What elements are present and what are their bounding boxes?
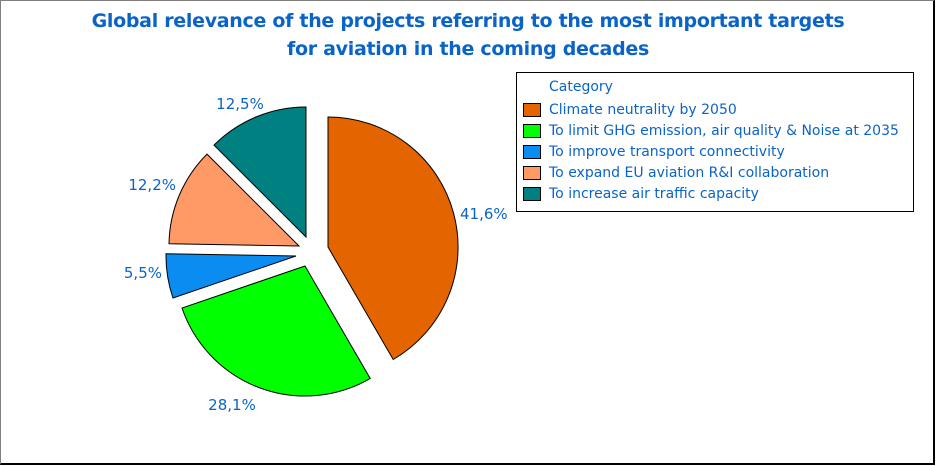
pie-data-label: 5,5%	[124, 264, 162, 282]
legend-swatch	[523, 145, 541, 159]
pie-data-label: 41,6%	[460, 205, 508, 223]
legend-item: To increase air traffic capacity	[523, 185, 759, 203]
legend-label: To increase air traffic capacity	[549, 186, 759, 202]
pie-slice-2	[181, 265, 371, 397]
pie-slice-5	[213, 106, 307, 239]
pie-slice-3	[165, 253, 297, 299]
legend-label: To limit GHG emission, air quality & Noi…	[549, 123, 899, 139]
chart-legend: Category Climate neutrality by 2050 To li…	[516, 72, 914, 212]
legend-swatch	[523, 103, 541, 117]
legend-title: Category	[549, 79, 613, 95]
legend-label: To improve transport connectivity	[549, 144, 785, 160]
pie-data-label: 28,1%	[208, 396, 256, 414]
legend-label: To expand EU aviation R&I collaboration	[549, 165, 830, 181]
pie-data-label: 12,5%	[216, 95, 264, 113]
legend-item: To expand EU aviation R&I collaboration	[523, 164, 829, 182]
legend-swatch	[523, 166, 541, 180]
legend-swatch	[523, 187, 541, 201]
chart-title-line-2: for aviation in the coming decades	[287, 38, 649, 60]
legend-label: Climate neutrality by 2050	[549, 102, 737, 118]
pie-data-label: 12,2%	[128, 176, 176, 194]
legend-swatch	[523, 124, 541, 138]
chart-title-line-1: Global relevance of the projects referri…	[91, 10, 845, 32]
pie-slice-1	[327, 116, 459, 361]
legend-item: To limit GHG emission, air quality & Noi…	[523, 122, 899, 140]
legend-item: Climate neutrality by 2050	[523, 101, 737, 119]
legend-item: To improve transport connectivity	[523, 143, 785, 161]
pie-slice-4	[168, 153, 301, 247]
chart-title: Global relevance of the projects referri…	[0, 7, 936, 63]
